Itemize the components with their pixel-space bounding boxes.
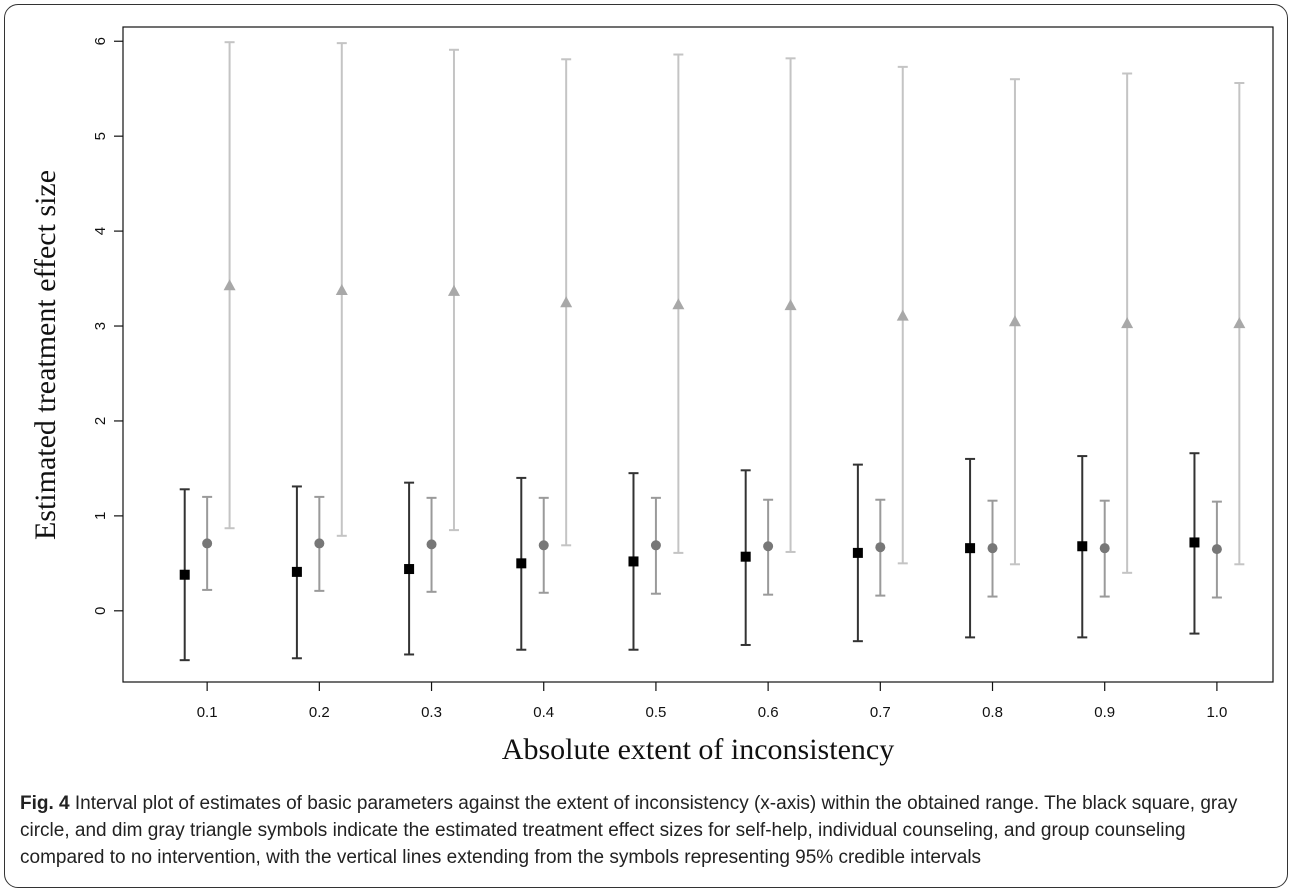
estimate-square [852,547,863,558]
estimate-circle [314,538,325,549]
x-tick-label: 1.0 [1206,704,1227,721]
series-circle [202,495,1222,599]
figure-caption: Fig. 4 Interval plot of estimates of bas… [20,790,1270,871]
x-tick-label: 0.9 [1094,704,1115,721]
y-tick-label: 1 [92,512,109,520]
estimate-triangle [1233,317,1246,329]
estimate-triangle [1008,315,1021,327]
estimate-square [179,569,190,580]
estimate-square [1077,541,1088,552]
estimate-circle [875,542,886,553]
estimate-circle [650,540,661,551]
figure-frame [4,4,1288,888]
y-tick-label: 5 [92,132,109,140]
y-tick-label: 3 [92,322,109,330]
chart-marks [179,41,1246,662]
estimate-circle [538,540,549,551]
x-tick-label: 0.6 [758,704,779,721]
estimate-square [740,551,751,562]
estimate-circle [202,538,213,549]
x-axis: 0.1 0.2 0.3 0.4 0.5 0.6 0.7 0.8 0.9 1.0 [197,682,1227,721]
x-tick-label: 0.8 [982,704,1003,721]
estimate-triangle [223,279,236,291]
caption-label: Fig. 4 [20,793,70,814]
x-tick-label: 0.3 [421,704,442,721]
interval-plot: 0 1 2 3 4 5 6 0.1 0.2 0.3 0.4 0.5 0.6 0.7 0.8 0.9 1.0 E… [29,26,1274,766]
estimate-triangle [672,298,685,310]
x-tick-label: 0.7 [870,704,891,721]
y-tick-label: 2 [92,417,109,425]
y-axis-title: Estimated treatment effect size [29,170,62,540]
x-tick-label: 0.2 [309,704,330,721]
series-triangle [223,41,1246,574]
estimate-circle [426,539,437,550]
estimate-triangle [896,309,909,321]
series-square [179,452,1200,662]
estimate-square [965,543,976,554]
estimate-square [516,558,527,569]
y-axis: 0 1 2 3 4 5 6 [92,37,123,615]
y-tick-label: 4 [92,227,109,235]
estimate-circle [1211,544,1222,555]
plot-border [122,26,1274,683]
y-tick-label: 0 [92,607,109,615]
estimate-triangle [560,296,573,308]
estimate-circle [987,543,998,554]
estimate-square [1189,537,1200,548]
estimate-square [628,556,639,567]
y-tick-label: 6 [92,37,109,45]
x-tick-label: 0.1 [197,704,218,721]
x-tick-label: 0.4 [533,704,554,721]
estimate-triangle [784,299,797,311]
x-axis-title: Absolute extent of inconsistency [502,733,894,766]
estimate-triangle [447,284,460,296]
estimate-square [291,566,302,577]
caption-text: Interval plot of estimates of basic para… [20,793,1238,868]
estimate-square [404,564,415,575]
estimate-circle [763,541,774,552]
estimate-circle [1099,543,1110,554]
estimate-triangle [1121,317,1134,329]
estimate-triangle [335,283,348,295]
x-tick-label: 0.5 [645,704,666,721]
